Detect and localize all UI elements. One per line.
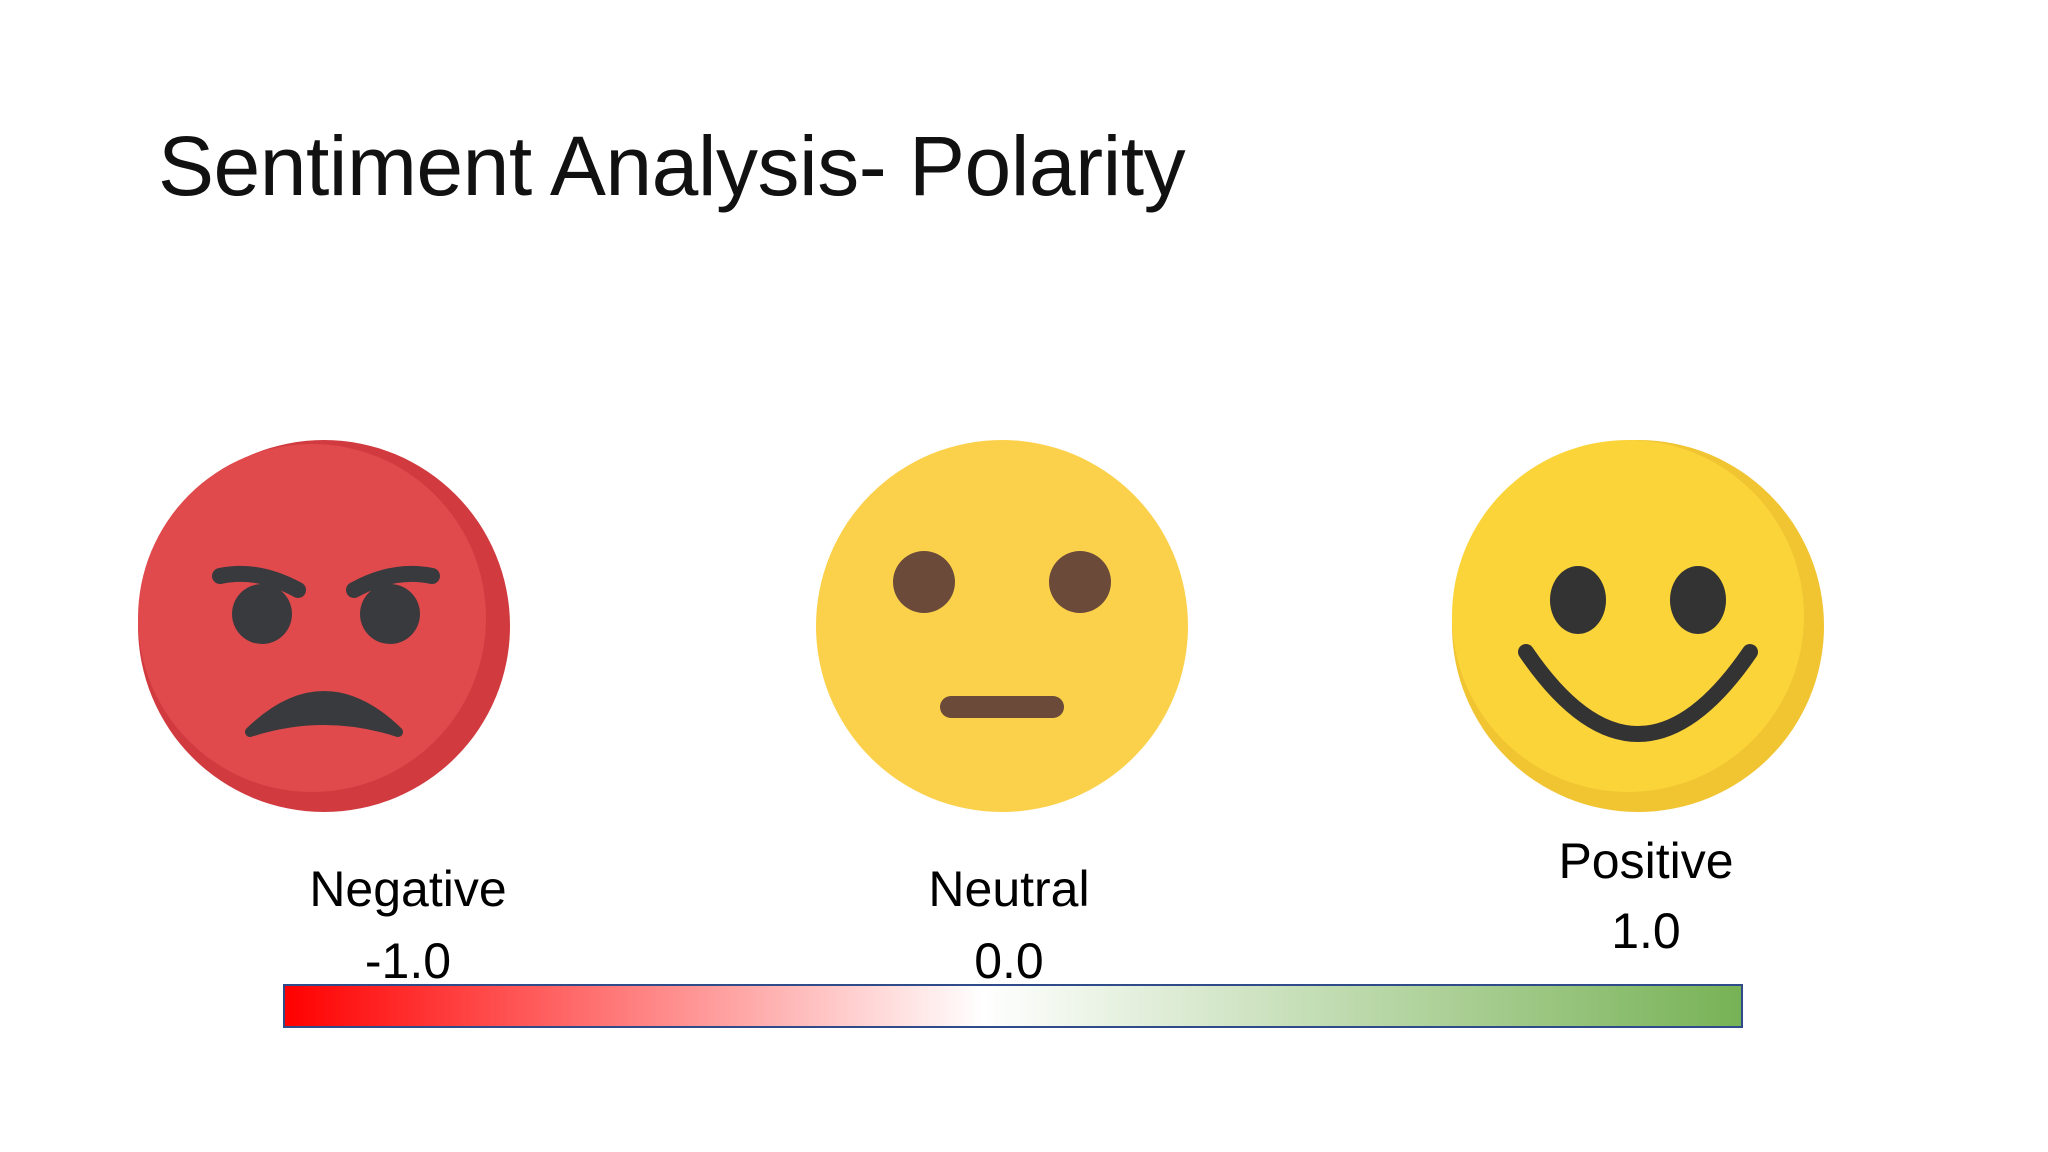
positive-label: Positive — [1558, 833, 1734, 889]
neutral-label: Neutral — [928, 861, 1090, 917]
negative-label: Negative — [309, 861, 507, 917]
neutral-value: 0.0 — [974, 933, 1044, 989]
polarity-gradient-bar — [283, 984, 1743, 1028]
smiling-face-icon — [1452, 440, 1824, 812]
angry-face-icon — [138, 440, 510, 812]
neutral-face-icon — [816, 440, 1188, 812]
positive-value: 1.0 — [1611, 903, 1681, 959]
negative-value: -1.0 — [364, 933, 452, 989]
slide-title: Sentiment Analysis- Polarity — [158, 119, 1186, 213]
